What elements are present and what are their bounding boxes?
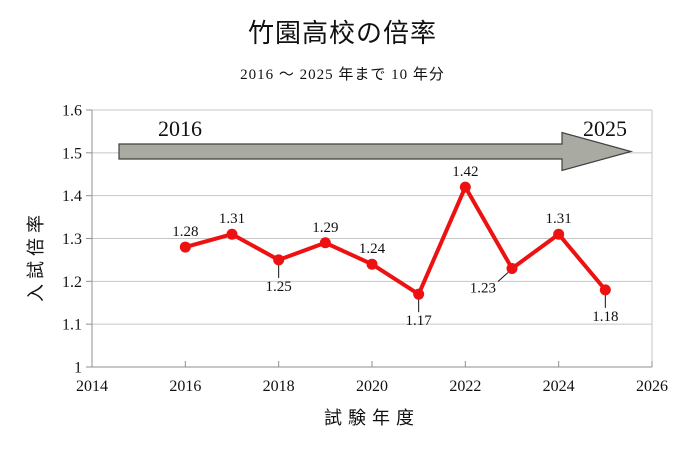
y-axis-title: 入試倍率 — [26, 210, 46, 302]
y-tick-label: 1.6 — [62, 103, 82, 120]
y-tick-label: 1.2 — [62, 274, 82, 291]
y-tick-label: 1.5 — [62, 145, 82, 162]
data-point-marker — [179, 241, 191, 253]
arrow-end-year-label: 2025 — [583, 116, 627, 141]
x-axis-title: 試験年度 — [324, 408, 420, 428]
data-label: 1.24 — [359, 241, 386, 257]
x-tick-label: 2022 — [449, 378, 481, 395]
data-point-marker — [319, 237, 331, 249]
x-tick-label: 2024 — [543, 378, 575, 395]
data-label: 1.17 — [406, 313, 433, 329]
data-point-marker — [366, 258, 378, 270]
y-tick-label: 1.1 — [62, 317, 82, 334]
data-point-marker — [226, 228, 238, 240]
data-label: 1.42 — [452, 164, 478, 180]
x-tick-label: 2026 — [636, 378, 668, 395]
label-leader-line — [497, 272, 509, 282]
trend-arrow — [118, 131, 634, 172]
data-label: 1.31 — [546, 211, 572, 227]
data-point-marker — [459, 181, 471, 193]
y-tick-label: 1 — [74, 360, 82, 377]
data-label: 1.18 — [592, 309, 618, 325]
x-tick-label: 2020 — [356, 378, 388, 395]
data-label: 1.23 — [470, 280, 496, 296]
chart-title: 竹園高校の倍率 — [247, 19, 437, 48]
y-tick-label: 1.4 — [62, 188, 82, 205]
x-tick-label: 2018 — [263, 378, 295, 395]
chart-subtitle: 2016 ～ 2025 年まで 10 年分 — [240, 67, 445, 83]
data-label: 1.31 — [219, 211, 245, 227]
data-label: 1.25 — [266, 279, 292, 295]
x-tick-label: 2014 — [76, 378, 108, 395]
x-tick-label: 2016 — [169, 378, 201, 395]
data-label: 1.28 — [172, 224, 198, 240]
y-tick-label: 1.3 — [62, 231, 82, 248]
data-point-marker — [413, 288, 425, 300]
data-point-marker — [599, 284, 611, 296]
series-line — [184, 185, 607, 297]
data-point-marker — [273, 254, 285, 266]
data-label: 1.29 — [312, 220, 338, 236]
arrow-start-year-label: 2016 — [158, 116, 202, 141]
data-point-marker — [506, 262, 518, 274]
data-point-marker — [553, 228, 565, 240]
